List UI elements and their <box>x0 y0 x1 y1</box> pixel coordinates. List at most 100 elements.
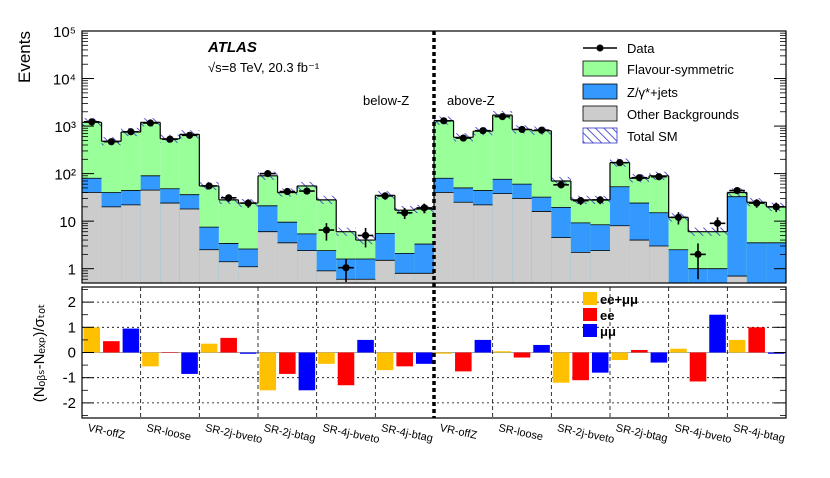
legend-total-swatch <box>582 127 618 144</box>
ratio-bar <box>591 352 609 373</box>
zjets-bin <box>727 196 747 283</box>
ratio-bar <box>767 352 785 354</box>
category-label: VR-offZ <box>439 422 479 442</box>
ratio-bar <box>455 352 472 372</box>
upper-tick-label: 10³ <box>54 119 76 136</box>
other-bkg-bin <box>590 250 610 283</box>
other-bkg-bin <box>570 252 591 283</box>
zjets-bin <box>707 268 728 283</box>
ratio-bar <box>494 351 511 353</box>
ratio-legend-comb-swatch <box>583 292 597 305</box>
ratio-legend-mm-label: μμ <box>600 324 616 339</box>
ratio-bar <box>435 352 453 354</box>
other-bkg-bin <box>473 204 493 283</box>
other-bkg-bin <box>316 270 337 283</box>
lower-tick-label: 1 <box>68 319 76 336</box>
ratio-legend-mm-swatch <box>583 324 597 337</box>
data-point <box>596 196 604 204</box>
other-bkg-bin <box>551 237 571 283</box>
category-label: SR-loose <box>145 422 192 443</box>
ratio-bar <box>337 352 355 386</box>
ratio-bar <box>181 352 198 374</box>
other-bkg-bin <box>375 260 395 283</box>
data-points <box>84 113 784 282</box>
upper-tick-label: 1 <box>68 262 76 279</box>
data-point <box>694 250 702 258</box>
other-bkg-bin <box>82 192 102 283</box>
ratio-bar <box>415 352 433 364</box>
data-point <box>616 159 624 167</box>
other-bkg-bin <box>297 250 317 283</box>
ratio-bar <box>161 351 179 353</box>
other-bkg-bin <box>160 203 180 283</box>
data-point <box>674 213 683 221</box>
data-point <box>498 113 507 121</box>
other-bkg-bin <box>355 279 376 283</box>
lower-tick-label: 0 <box>68 345 76 362</box>
category-label: SR-4j-btag <box>380 422 434 445</box>
data-point <box>440 117 448 125</box>
other-bkg-bin <box>434 192 454 283</box>
data-point <box>713 219 722 227</box>
other-bkg-bin <box>101 206 122 283</box>
legend-flavour-swatch <box>582 60 618 77</box>
ratio-bar <box>357 339 374 353</box>
data-point <box>733 186 741 195</box>
lower-tick-label: -2 <box>63 395 76 412</box>
upper-ylabel: Events <box>15 31 34 83</box>
other-bkg-bin <box>199 249 219 283</box>
energy-lumi-label: √s=8 TeV, 20.3 fb⁻¹ <box>208 60 320 75</box>
legend-zjets-swatch <box>582 83 618 100</box>
above-z-label: above-Z <box>447 93 495 108</box>
ratio-bar <box>200 343 218 353</box>
zjets-bin <box>668 249 689 283</box>
ratio-bar <box>533 344 550 353</box>
other-bkg-bin <box>414 273 434 283</box>
upper-tick-label: 10⁵ <box>53 24 76 41</box>
ratio-bar <box>298 352 316 391</box>
legend: Data Flavour-symmetric Z/γ*+jets Other B… <box>582 41 740 144</box>
data-point <box>244 199 252 207</box>
ratio-bar <box>103 341 120 353</box>
legend-other-swatch <box>582 105 618 122</box>
lower-tick-label: -1 <box>63 370 76 387</box>
data-point <box>322 226 331 234</box>
ratio-bar <box>122 328 140 353</box>
category-label: SR-2j-btag <box>263 422 317 445</box>
ratio-bar <box>83 327 101 353</box>
legend-data-marker <box>596 44 604 52</box>
other-bkg-bin <box>394 273 415 283</box>
data-point <box>753 199 761 207</box>
legend-other-label: Other Backgrounds <box>627 107 740 122</box>
other-bkg-bin <box>610 225 630 283</box>
category-label: SR-4j-bveto <box>321 422 380 446</box>
stacked-histograms <box>82 115 786 284</box>
data-point <box>88 118 96 126</box>
ratio-bar <box>670 348 687 353</box>
zjets-bin <box>746 242 767 283</box>
legend-total-label: Total SM <box>627 129 678 144</box>
upper-tick-label: 10⁴ <box>53 72 76 89</box>
legend-flavour-label: Flavour-symmetric <box>627 62 734 77</box>
category-label: SR-4j-bveto <box>673 422 732 446</box>
ratio-ylabel: (Nₒᵦₛ-Nₑₓₚ)/σₜₒₜ <box>31 304 48 403</box>
other-bkg-bin <box>140 190 161 283</box>
data-point <box>518 125 526 134</box>
ratio-bar <box>376 352 394 371</box>
upper-y-axis: 1 10 10² 10³ 10⁴ 10⁵ <box>53 24 786 280</box>
ratio-bar <box>748 327 765 353</box>
other-bkg-bin <box>238 266 258 283</box>
other-bkg-bin <box>629 240 650 283</box>
upper-tick-label: 10² <box>54 167 76 184</box>
other-bkg-bin <box>121 204 141 283</box>
other-bkg-bin <box>531 211 552 283</box>
category-labels: VR-offZ SR-loose SR-2j-bveto SR-2j-btag SR-4… <box>87 422 786 446</box>
ratio-bar <box>396 352 413 367</box>
zjets-bin <box>355 258 376 283</box>
upper-tick-label: 10 <box>59 214 76 231</box>
data-point <box>342 264 350 272</box>
category-label: SR-2j-btag <box>615 422 669 445</box>
data-point <box>557 181 565 189</box>
